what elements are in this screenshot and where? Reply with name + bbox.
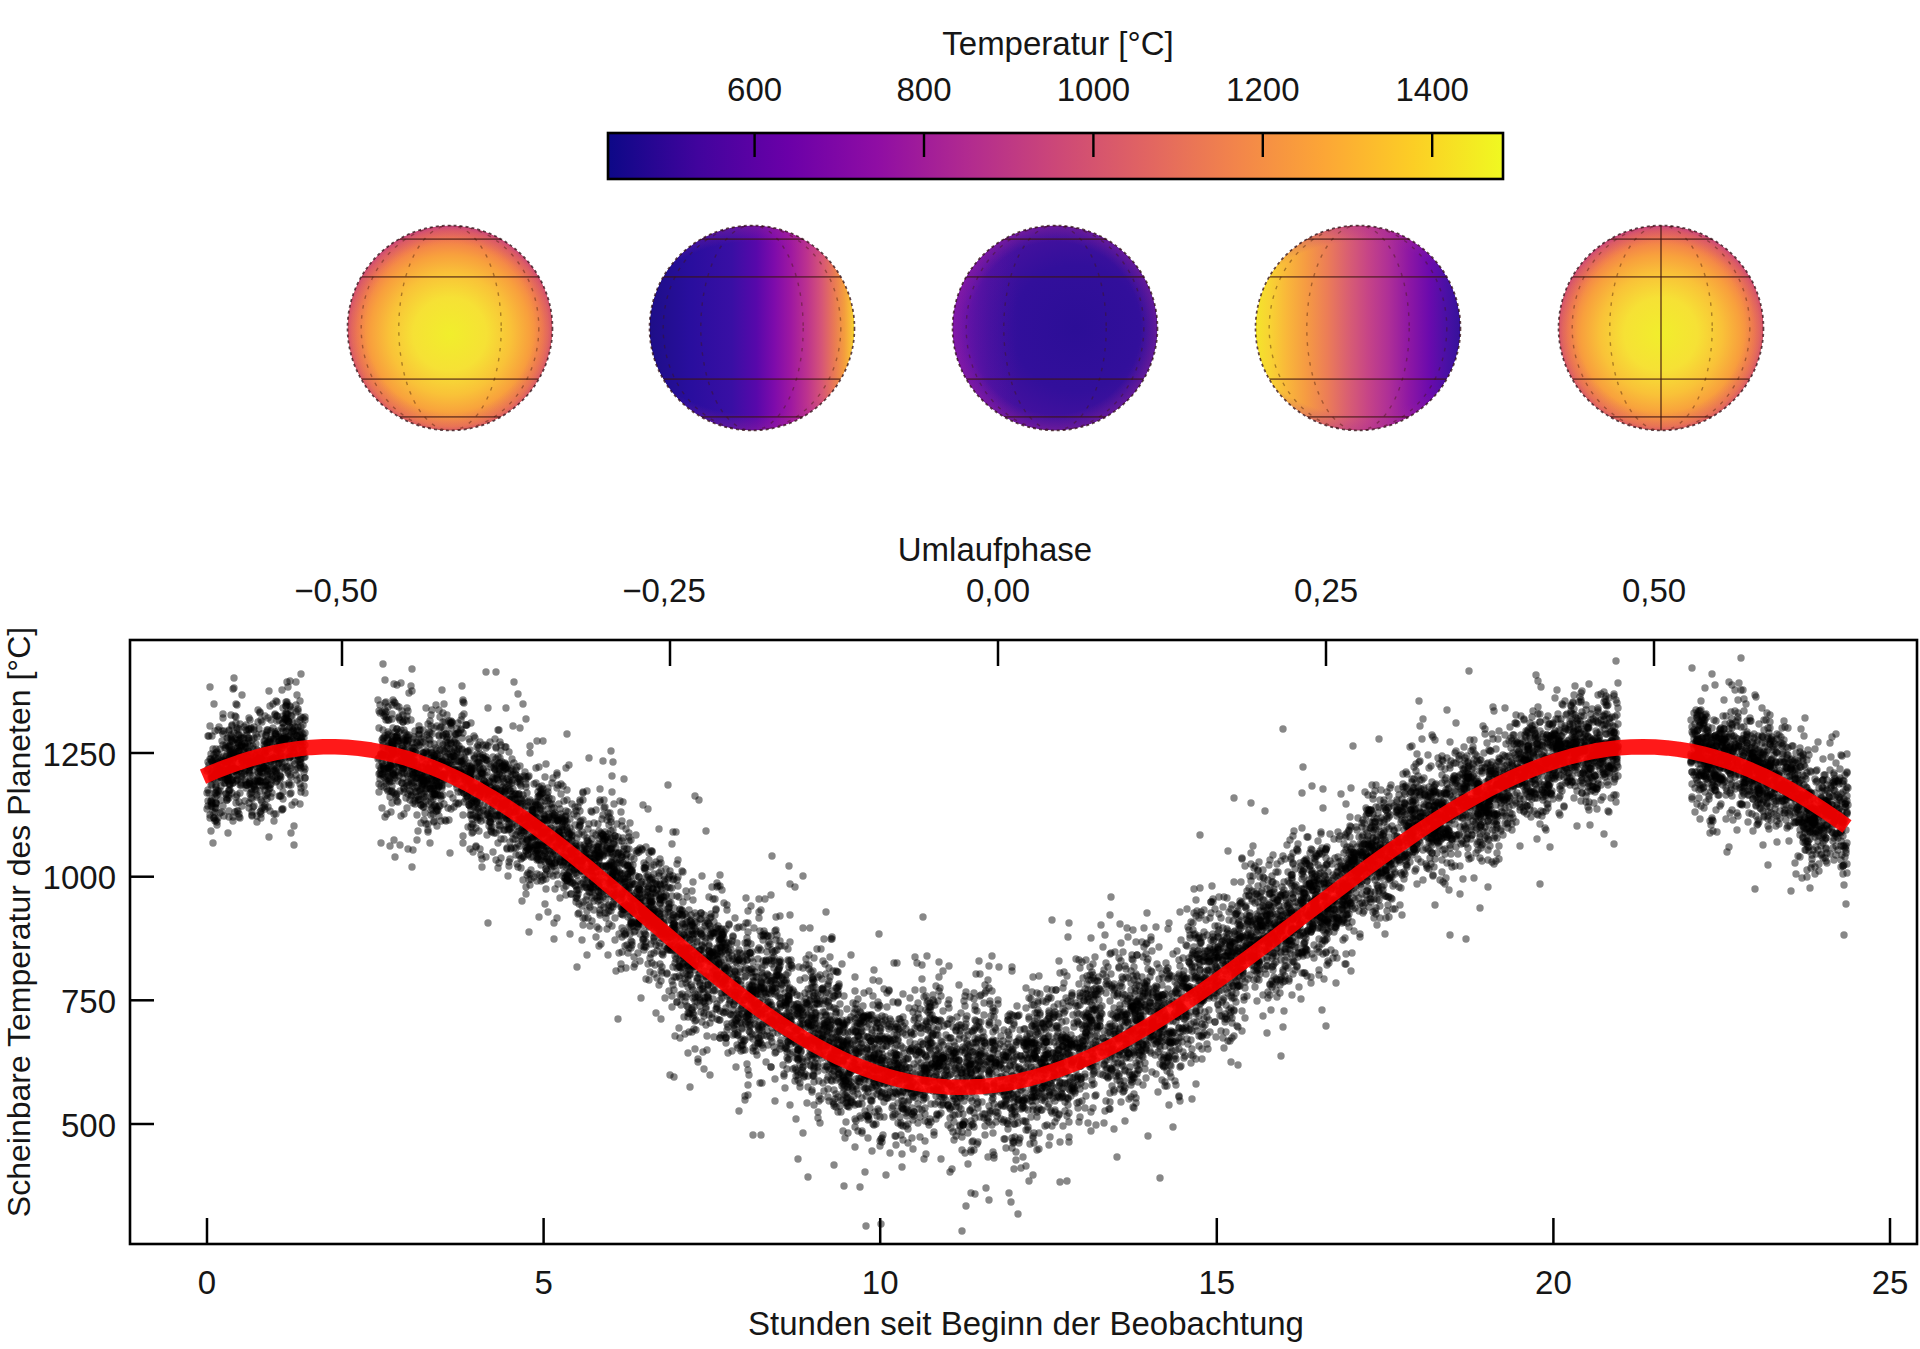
- svg-text:1000: 1000: [43, 859, 116, 896]
- svg-text:Umlaufphase: Umlaufphase: [898, 531, 1092, 568]
- svg-text:750: 750: [61, 983, 116, 1020]
- svg-text:500: 500: [61, 1107, 116, 1144]
- svg-text:−0,25: −0,25: [622, 572, 706, 609]
- svg-text:5: 5: [534, 1264, 552, 1301]
- svg-text:15: 15: [1198, 1264, 1235, 1301]
- svg-text:0,25: 0,25: [1294, 572, 1358, 609]
- svg-text:−0,50: −0,50: [294, 572, 378, 609]
- svg-text:1000: 1000: [1057, 71, 1130, 108]
- svg-text:800: 800: [896, 71, 951, 108]
- svg-text:Temperatur [°C]: Temperatur [°C]: [942, 25, 1173, 62]
- svg-text:0: 0: [198, 1264, 216, 1301]
- svg-text:1200: 1200: [1226, 71, 1299, 108]
- svg-text:10: 10: [862, 1264, 899, 1301]
- svg-text:25: 25: [1872, 1264, 1909, 1301]
- svg-text:1250: 1250: [43, 736, 116, 773]
- svg-text:Scheinbare Temperatur des Plan: Scheinbare Temperatur des Planeten [°C]: [1, 627, 37, 1217]
- svg-text:0,50: 0,50: [1622, 572, 1686, 609]
- svg-text:0,00: 0,00: [966, 572, 1030, 609]
- svg-text:20: 20: [1535, 1264, 1572, 1301]
- svg-text:1400: 1400: [1395, 71, 1468, 108]
- svg-text:Stunden seit Beginn der Beobac: Stunden seit Beginn der Beobachtung: [748, 1305, 1304, 1342]
- svg-text:600: 600: [727, 71, 782, 108]
